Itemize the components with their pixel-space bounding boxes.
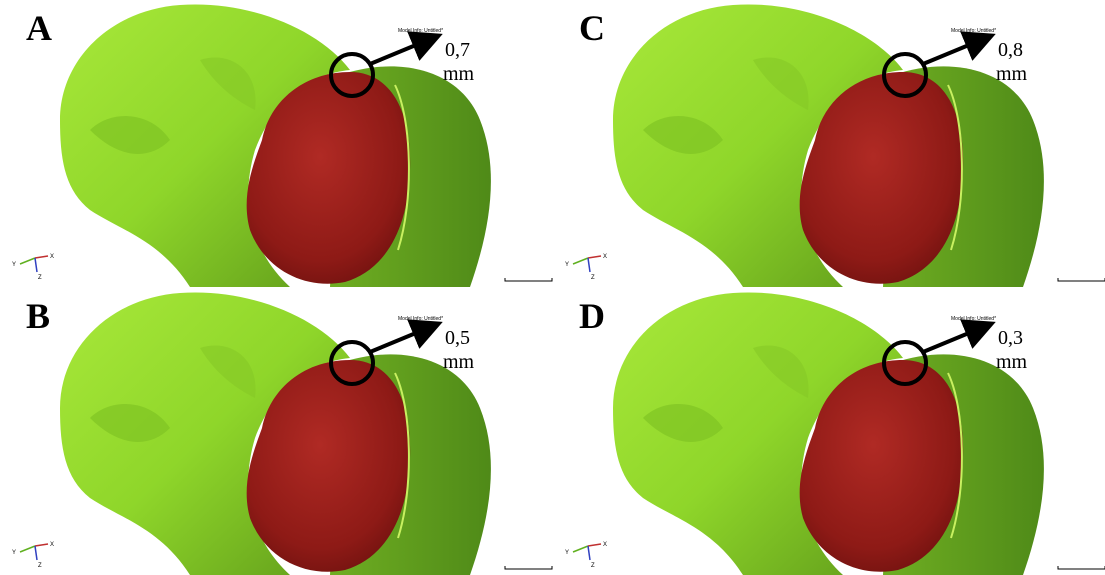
- axis-y-label: Y: [565, 550, 569, 556]
- axis-y-label: Y: [12, 550, 16, 556]
- unit: mm: [443, 63, 475, 85]
- measurement: 0,8: [998, 39, 1023, 61]
- measurement: 0,3: [998, 327, 1023, 349]
- axis-x-label: X: [50, 542, 54, 548]
- axis-y-label: Y: [12, 262, 16, 268]
- panel: B 0,5mm Model Info: Untitled* X Y Z: [0, 288, 552, 575]
- panel-label: C: [579, 8, 605, 48]
- unit: mm: [443, 351, 475, 373]
- model-info: Model Info: Untitled*: [398, 28, 443, 34]
- axis-x-label: X: [50, 254, 54, 260]
- figure: A0,7mmModel Info: Untitled*XYZC0,8mmMode…: [0, 0, 1105, 575]
- axis-y-label: Y: [565, 262, 569, 268]
- model-info: Model Info: Untitled*: [951, 28, 996, 34]
- axis-x-label: X: [603, 254, 607, 260]
- model-info: Model Info: Untitled*: [951, 316, 996, 322]
- unit: mm: [996, 63, 1028, 85]
- panel-label: A: [26, 8, 52, 48]
- model-info: Model Info: Untitled*: [398, 316, 443, 322]
- panel: D 0,3mm Model Info: Untitled* X Y Z: [553, 288, 1105, 575]
- panel: A 0,7mm Model Info: Untitled* X Y Z: [0, 0, 552, 287]
- axis-z-label: Z: [38, 563, 42, 569]
- axis-z-label: Z: [591, 563, 595, 569]
- panel: C 0,8mm Model Info: Untitled* X Y Z: [553, 0, 1105, 287]
- panel-label: B: [26, 296, 50, 336]
- panel-label: D: [579, 296, 605, 336]
- measurement: 0,7: [445, 39, 470, 61]
- measurement: 0,5: [445, 327, 470, 349]
- unit: mm: [996, 351, 1028, 373]
- axis-z-label: Z: [38, 275, 42, 281]
- axis-z-label: Z: [591, 275, 595, 281]
- axis-x-label: X: [603, 542, 607, 548]
